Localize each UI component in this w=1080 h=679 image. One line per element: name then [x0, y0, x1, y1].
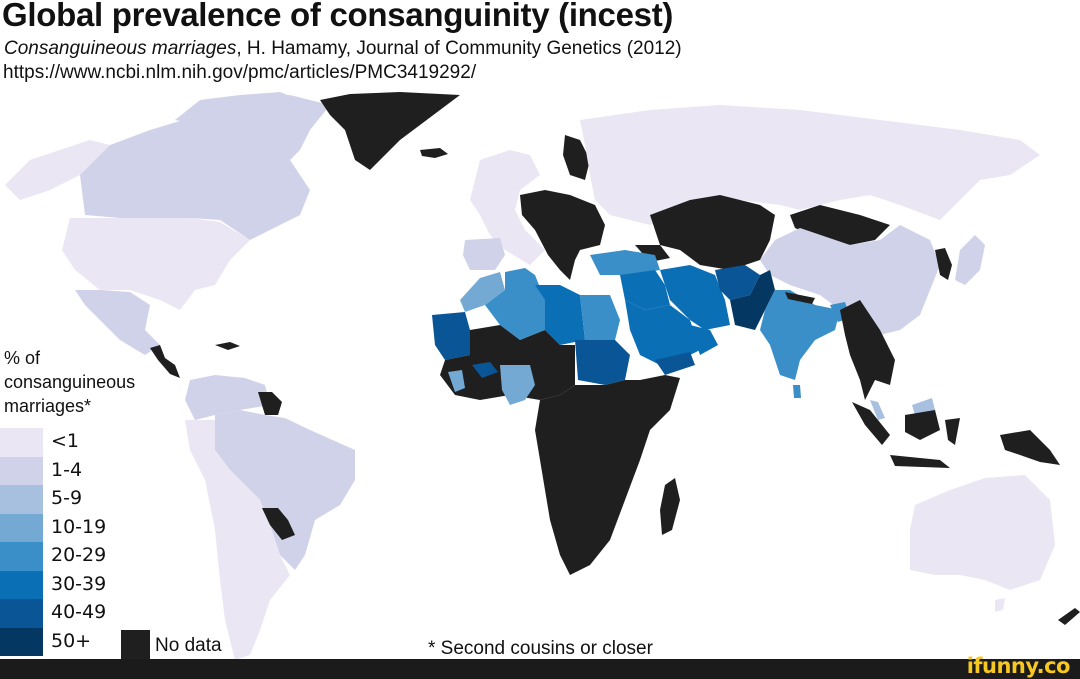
- region-nepal: [785, 292, 815, 304]
- region-saudi-arabia: [625, 300, 700, 365]
- region-china: [760, 225, 940, 335]
- region-algeria: [485, 268, 545, 340]
- region-eastern-europe: [520, 190, 605, 280]
- region-southeast-asia: [840, 300, 895, 400]
- region-caucasus: [635, 245, 670, 262]
- legend-label: 1-4: [51, 458, 83, 481]
- region-greenland: [320, 92, 460, 170]
- citation-work-title: Consanguineous marriages: [4, 38, 237, 59]
- region-iceland: [420, 148, 448, 158]
- legend-label: 5-9: [51, 487, 83, 509]
- region-colombia-venezuela: [185, 375, 270, 420]
- legend-swatch: [0, 599, 43, 628]
- region-mauritania: [432, 312, 470, 360]
- legend-title: % of consanguineous marriages*: [4, 348, 136, 416]
- region-turkey: [590, 250, 660, 275]
- region-korea: [935, 248, 952, 280]
- citation: Consanguineous marriages, H. Hamamy, Jou…: [4, 38, 682, 60]
- region-libya: [535, 285, 585, 345]
- citation-rest: , H. Hamamy, Journal of Community Geneti…: [236, 38, 682, 59]
- region-egypt: [580, 295, 620, 340]
- legend-no-data-label: No data: [155, 635, 222, 656]
- region-canada: [80, 95, 330, 240]
- region-japan: [955, 235, 985, 285]
- legend-label: 30-39: [51, 572, 107, 595]
- page-title: Global prevalence of consanguinity (ince…: [2, 0, 674, 33]
- world-map: [5, 92, 1080, 659]
- region-morocco: [460, 272, 505, 312]
- region-peru-chile-argentina: [185, 420, 290, 659]
- source-url: https://www.ncbi.nlm.nih.gov/pmc/article…: [3, 62, 477, 83]
- footnote: * Second cousins or closer: [428, 638, 653, 659]
- legend-swatch: [0, 428, 43, 457]
- legend-label: 10-19: [51, 515, 107, 538]
- legend-swatch: [0, 485, 43, 514]
- region-spain: [463, 238, 505, 270]
- region-usa: [62, 218, 250, 310]
- legend-label: 40-49: [51, 601, 107, 623]
- region-australia: [910, 475, 1055, 590]
- region-west-africa-nodata: [440, 325, 575, 400]
- region-nigeria: [500, 365, 535, 405]
- legend-swatch: [0, 570, 43, 599]
- region-central-america: [150, 345, 180, 378]
- legend-swatch: [0, 627, 43, 656]
- region-sudan: [575, 340, 630, 385]
- region-tasmania: [995, 598, 1005, 612]
- region-cuba-haiti: [215, 342, 240, 350]
- legend-no-data-swatch: [121, 630, 150, 659]
- legend-label: <1: [51, 430, 80, 452]
- region-burkina-faso: [472, 362, 498, 378]
- region-sri-lanka: [793, 385, 801, 398]
- region-afghanistan: [715, 265, 760, 300]
- region-western-europe: [470, 150, 545, 265]
- region-madagascar: [660, 478, 680, 535]
- legend-swatch: [0, 513, 43, 542]
- legend-swatch: [0, 456, 43, 485]
- watermark-bar: [0, 659, 1080, 679]
- region-alaska: [5, 140, 110, 200]
- region-syria-iraq: [620, 270, 670, 310]
- region-pakistan: [730, 270, 775, 330]
- region-mexico: [75, 290, 160, 355]
- region-kazakhstan-central-asia: [650, 195, 775, 270]
- watermark-logo: ifunny.co: [966, 654, 1071, 678]
- legend-label: 20-29: [51, 544, 107, 566]
- region-indonesia: [852, 402, 1060, 468]
- region-new-zealand: [1058, 608, 1080, 625]
- region-oman: [690, 325, 718, 355]
- region-guyana: [258, 392, 282, 415]
- legend-swatch: [0, 542, 43, 571]
- region-iran: [660, 265, 730, 330]
- region-central-southern-africa: [535, 375, 680, 575]
- region-guinea: [448, 370, 465, 392]
- legend-label: 50+: [51, 629, 92, 652]
- region-brazil: [215, 410, 355, 570]
- region-paraguay: [262, 508, 295, 540]
- region-yemen: [655, 352, 695, 375]
- region-canada-islands: [175, 92, 300, 125]
- region-russia: [580, 105, 1040, 225]
- region-india: [760, 290, 840, 380]
- region-malaysia: [870, 398, 935, 420]
- region-finland: [563, 135, 590, 180]
